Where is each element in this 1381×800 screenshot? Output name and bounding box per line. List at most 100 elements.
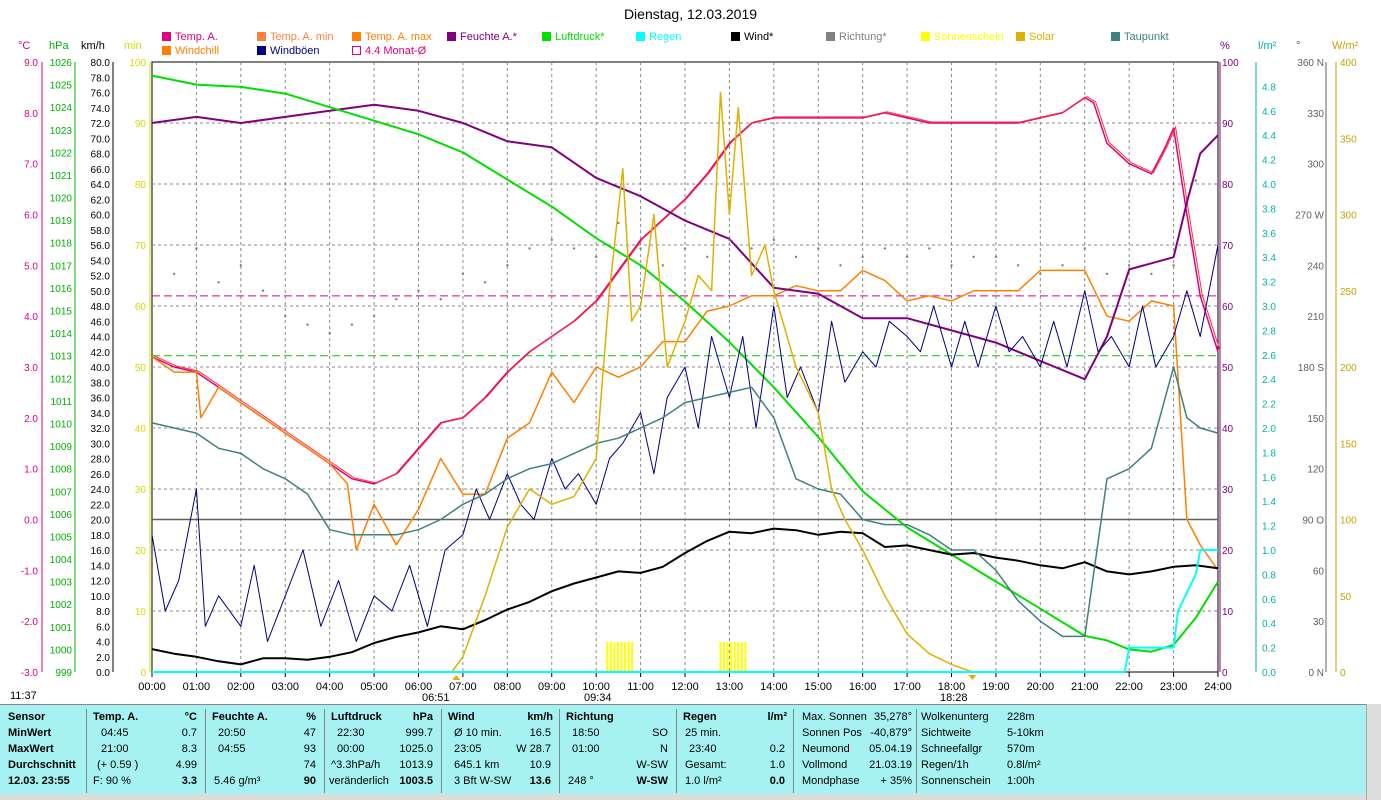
sunset-marker — [968, 675, 977, 680]
vertical-scrollbar[interactable] — [1366, 704, 1381, 800]
wind-axis-tick-label: 38.0 — [91, 378, 111, 389]
direction-point — [195, 247, 198, 250]
legend-label: Taupunkt — [1124, 31, 1169, 43]
wind-axis-tick-label: 48.0 — [91, 302, 111, 313]
wind-axis-tick-label: 10.0 — [91, 592, 111, 603]
direction-axis-tick-label: 30 — [1313, 617, 1325, 628]
rain-axis-tick-label: 2.6 — [1262, 351, 1276, 362]
temp-feel: F: 90 % — [93, 775, 131, 787]
direction-point — [417, 289, 420, 292]
x-tick-label: 07:00 — [449, 681, 477, 693]
wind-axis-tick-label: 56.0 — [91, 241, 111, 252]
legend-swatch — [636, 32, 645, 41]
direction-point — [706, 255, 709, 259]
wind-axis-tick-label: 40.0 — [91, 363, 111, 374]
pressure-axis-tick-label: 1015 — [50, 307, 73, 318]
direction-point — [1061, 264, 1064, 267]
direction-point — [461, 272, 465, 276]
wind-unit: km/h — [527, 711, 553, 723]
direction-point — [306, 323, 309, 326]
solar-axis-tick-label: 400 — [1340, 58, 1357, 69]
x-tick-label: 15:00 — [804, 681, 832, 693]
sun-axis-tick-label: 80 — [135, 180, 147, 191]
x-tick-label: 16:00 — [849, 681, 877, 693]
hum-min-time: 20:50 — [218, 727, 246, 739]
direction-point — [728, 238, 731, 242]
sun-axis-tick-label: 60 — [135, 302, 147, 313]
wind-axis-tick-label: 78.0 — [91, 73, 111, 84]
direction-axis-tick-label: 330 — [1307, 109, 1324, 120]
dir-min-time: 18:50 — [572, 727, 600, 739]
misc-sunshine-label: Sonnenschein — [921, 775, 991, 787]
sun-axis-tick-label: 50 — [135, 363, 147, 374]
rain-axis-tick-label: 3.2 — [1262, 278, 1276, 289]
rain-axis-tick-label: 1.4 — [1262, 497, 1276, 508]
x-tick-label: 18:00 — [938, 681, 966, 693]
legend-label: Temp. A. — [175, 31, 218, 43]
axis-header: hPa — [49, 40, 69, 52]
temp-max-time: 21:00 — [101, 743, 129, 755]
rain-max-value: 0.2 — [769, 743, 785, 755]
wind-avg-value: 10.9 — [529, 759, 551, 771]
wind-axis-tick-label: 22.0 — [91, 500, 111, 511]
humidity-axis-tick-label: 30 — [1222, 485, 1234, 496]
rain-axis-tick-label: 4.6 — [1262, 107, 1276, 118]
legend-entry: Taupunkt — [1111, 31, 1169, 43]
direction-point — [506, 264, 509, 267]
astro-sun-pos-label: Sonnen Pos — [802, 727, 862, 739]
x-tick-label: 01:00 — [183, 681, 211, 693]
chart-title: Dienstag, 12.03.2019 — [623, 6, 758, 22]
wind-max-time: 23:05 — [454, 743, 482, 755]
wind-axis-tick-label: 28.0 — [91, 455, 111, 466]
direction-point — [905, 255, 909, 259]
wind-axis-tick-label: 60.0 — [91, 211, 111, 222]
direction-point — [439, 298, 442, 301]
solar-axis-tick-label: 100 — [1340, 516, 1357, 527]
direction-point — [1194, 179, 1197, 182]
x-tick-label: 19:00 — [982, 681, 1010, 693]
wind-axis-tick-label: 52.0 — [91, 272, 111, 283]
pressure-axis-tick-label: 1007 — [50, 487, 73, 498]
direction-axis-tick-label: 300 — [1307, 160, 1324, 171]
direction-point — [1150, 272, 1153, 276]
legend-swatch — [1016, 32, 1025, 41]
temp-unit: °C — [184, 711, 197, 723]
astro-sun-pos-value: -40,879° — [870, 727, 912, 739]
pressure-axis-tick-label: 1018 — [50, 239, 73, 250]
hum-min-value: 47 — [303, 727, 316, 739]
direction-point — [528, 247, 531, 250]
legend-swatch — [162, 32, 171, 41]
direction-point — [1216, 179, 1220, 182]
x-tick-label: 03:00 — [271, 681, 299, 693]
x-tick-label: 08:00 — [494, 681, 522, 693]
series-temp-max — [153, 96, 1221, 484]
sensor-min: MinWert — [8, 727, 52, 739]
x-tick-label: 00:00 — [138, 681, 166, 693]
horizontal-scrollbar[interactable] — [0, 794, 1366, 800]
pressure-axis-tick-label: 1002 — [50, 600, 73, 611]
wind-axis-tick-label: 68.0 — [91, 150, 111, 161]
press-trend: ^3.3hPa/h — [331, 759, 381, 771]
rain-axis-tick-label: 0.8 — [1262, 570, 1276, 581]
dir-current: W-SW — [636, 775, 668, 787]
panel-col-direction: Richtung 18:50 SO 01:00 N W-SW 248 ° W-SW — [560, 709, 677, 793]
hum-max-value: 93 — [303, 743, 316, 755]
wind-axis-tick-label: 30.0 — [91, 439, 111, 450]
rain-total-value: 1.0 — [769, 759, 785, 771]
misc-cloudbase-value: 228m — [1007, 711, 1035, 723]
sunset-label: 18:28 — [940, 692, 968, 704]
rain-axis-tick-label: 0.6 — [1262, 595, 1276, 606]
misc-rain1h-label: Regen/1h — [921, 759, 969, 771]
press-current: 1003.5 — [399, 775, 433, 787]
panel-col-misc: Wolkenunterg 228m Sichtweite 5-10km Schnee… — [917, 709, 1044, 793]
sun-axis-tick-label: 30 — [135, 485, 147, 496]
pressure-axis-tick-label: 1021 — [50, 171, 73, 182]
wind-axis-tick-label: 6.0 — [96, 622, 110, 633]
pressure-axis-tick-label: 1008 — [50, 465, 73, 476]
press-max-value: 1025.0 — [399, 743, 433, 755]
press-head: Luftdruck — [331, 711, 382, 723]
temp-min-value: 0.7 — [181, 727, 197, 739]
hum-max-time: 04:55 — [218, 743, 246, 755]
solar-axis-tick-label: 350 — [1340, 134, 1357, 145]
direction-axis-tick-label: 120 — [1307, 465, 1324, 476]
